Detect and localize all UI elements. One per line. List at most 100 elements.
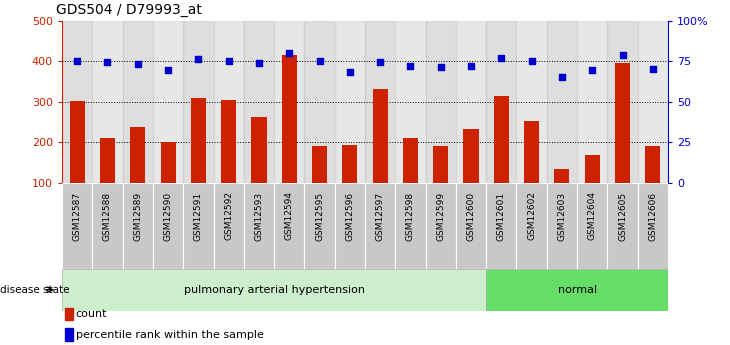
Bar xyxy=(403,138,418,183)
Bar xyxy=(304,21,335,183)
Bar xyxy=(161,142,176,183)
Point xyxy=(526,59,537,64)
Bar xyxy=(191,98,206,183)
FancyBboxPatch shape xyxy=(547,183,577,269)
Bar xyxy=(221,100,237,183)
Point xyxy=(647,66,658,71)
Text: GSM12605: GSM12605 xyxy=(618,191,627,240)
Text: GSM12601: GSM12601 xyxy=(497,191,506,240)
Bar xyxy=(547,21,577,183)
FancyBboxPatch shape xyxy=(365,183,396,269)
Bar xyxy=(183,21,214,183)
Bar xyxy=(372,89,388,183)
Bar xyxy=(282,55,297,183)
Point xyxy=(586,67,598,73)
Bar xyxy=(638,21,668,183)
Point xyxy=(223,59,234,64)
Text: GSM12595: GSM12595 xyxy=(315,191,324,240)
Text: disease state: disease state xyxy=(0,285,73,295)
FancyBboxPatch shape xyxy=(486,183,517,269)
Text: normal: normal xyxy=(558,285,596,295)
Point xyxy=(465,63,477,69)
Text: GSM12598: GSM12598 xyxy=(406,191,415,240)
Point xyxy=(404,63,416,68)
Text: percentile rank within the sample: percentile rank within the sample xyxy=(76,330,264,339)
Text: GDS504 / D79993_at: GDS504 / D79993_at xyxy=(56,3,202,17)
Bar xyxy=(396,21,426,183)
Text: count: count xyxy=(76,309,107,319)
Bar xyxy=(486,21,517,183)
Text: GSM12604: GSM12604 xyxy=(588,191,596,240)
Point xyxy=(193,56,204,61)
Bar xyxy=(312,146,327,183)
Text: GSM12593: GSM12593 xyxy=(255,191,264,240)
Bar xyxy=(65,308,73,320)
Bar xyxy=(615,63,630,183)
FancyBboxPatch shape xyxy=(335,183,365,269)
FancyBboxPatch shape xyxy=(638,183,668,269)
Point xyxy=(496,56,507,61)
Bar xyxy=(93,21,123,183)
Text: GSM12590: GSM12590 xyxy=(164,191,172,240)
Bar xyxy=(62,21,93,183)
Bar xyxy=(645,146,661,183)
FancyBboxPatch shape xyxy=(183,183,214,269)
Bar xyxy=(251,117,266,183)
Text: GSM12596: GSM12596 xyxy=(345,191,354,240)
FancyBboxPatch shape xyxy=(153,183,183,269)
FancyBboxPatch shape xyxy=(93,183,123,269)
Bar xyxy=(365,21,396,183)
FancyBboxPatch shape xyxy=(274,183,304,269)
Bar xyxy=(65,328,73,341)
Bar xyxy=(100,138,115,183)
Point xyxy=(556,75,568,80)
Bar xyxy=(607,21,638,183)
FancyBboxPatch shape xyxy=(517,183,547,269)
Bar xyxy=(130,127,145,183)
Bar xyxy=(517,21,547,183)
Point xyxy=(283,50,295,56)
Text: GSM12594: GSM12594 xyxy=(285,191,293,240)
Point xyxy=(344,69,356,75)
Bar xyxy=(493,96,509,183)
Text: GSM12589: GSM12589 xyxy=(134,191,142,240)
Text: GSM12600: GSM12600 xyxy=(466,191,475,240)
Point xyxy=(314,59,326,64)
Point xyxy=(101,59,113,65)
Text: GSM12606: GSM12606 xyxy=(648,191,657,240)
Bar xyxy=(464,129,479,183)
Bar xyxy=(577,21,607,183)
FancyBboxPatch shape xyxy=(123,183,153,269)
Bar xyxy=(69,101,85,183)
FancyBboxPatch shape xyxy=(214,183,244,269)
Bar xyxy=(214,21,244,183)
Bar xyxy=(153,21,183,183)
Bar xyxy=(426,21,456,183)
Bar xyxy=(244,21,274,183)
Point xyxy=(435,65,447,70)
Text: GSM12599: GSM12599 xyxy=(437,191,445,240)
Point xyxy=(132,61,144,67)
Point xyxy=(72,59,83,64)
Text: GSM12587: GSM12587 xyxy=(73,191,82,240)
FancyBboxPatch shape xyxy=(577,183,607,269)
Bar xyxy=(524,121,539,183)
Point xyxy=(374,59,386,65)
Bar xyxy=(433,146,448,183)
FancyBboxPatch shape xyxy=(62,183,93,269)
Text: GSM12603: GSM12603 xyxy=(558,191,566,240)
Text: GSM12591: GSM12591 xyxy=(194,191,203,240)
Bar xyxy=(335,21,365,183)
Bar xyxy=(123,21,153,183)
FancyBboxPatch shape xyxy=(426,183,456,269)
FancyBboxPatch shape xyxy=(456,183,486,269)
FancyBboxPatch shape xyxy=(62,269,486,310)
Point xyxy=(617,52,629,58)
Point xyxy=(253,60,265,66)
FancyBboxPatch shape xyxy=(396,183,426,269)
Bar xyxy=(456,21,486,183)
FancyBboxPatch shape xyxy=(607,183,638,269)
Text: pulmonary arterial hypertension: pulmonary arterial hypertension xyxy=(184,285,364,295)
FancyBboxPatch shape xyxy=(304,183,335,269)
FancyBboxPatch shape xyxy=(486,269,668,310)
